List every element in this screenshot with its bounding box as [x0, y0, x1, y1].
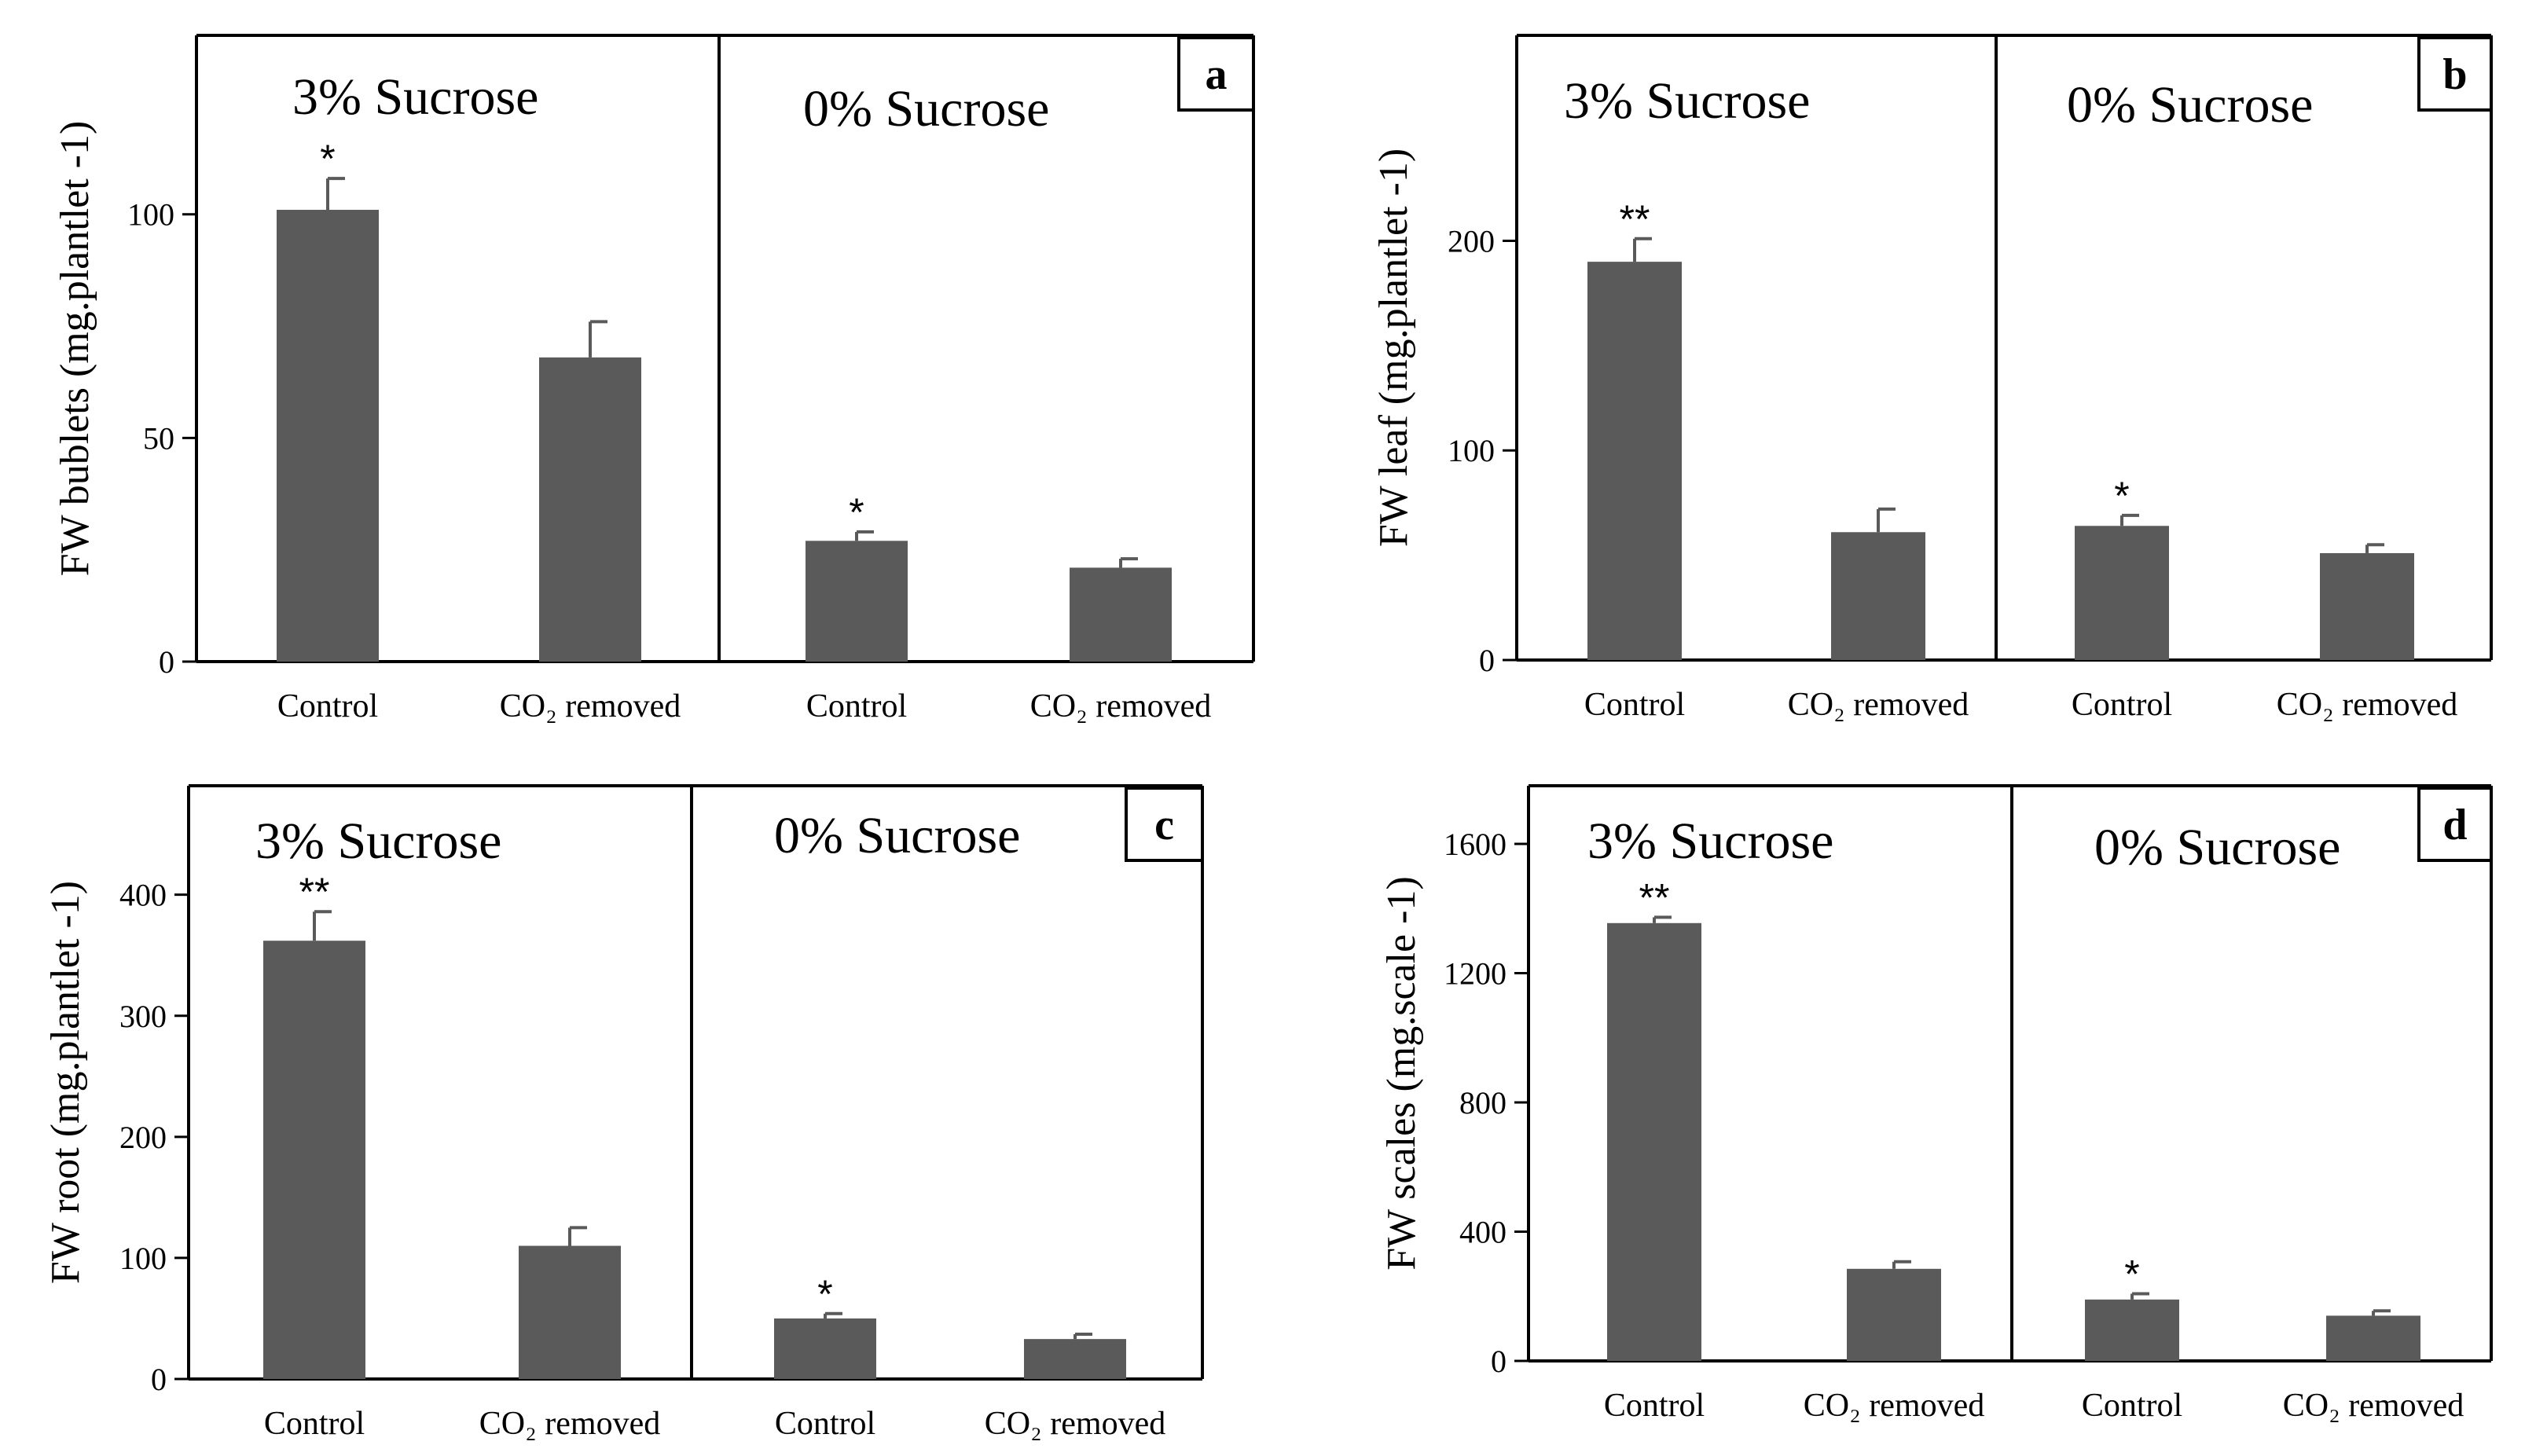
- y-tick-label: 1600: [1444, 827, 1507, 862]
- y-tick-label: 200: [1448, 223, 1495, 259]
- bar: [1831, 532, 1925, 660]
- section-label: 3% Sucrose: [255, 812, 501, 870]
- y-tick-label: 0: [151, 1362, 167, 1397]
- panel-letter: a: [1206, 50, 1228, 99]
- bar: [277, 210, 379, 662]
- bar: [539, 357, 641, 662]
- y-axis-title: FW bublets (mg.plantlet -1): [53, 121, 97, 577]
- bar: [1587, 262, 1682, 660]
- x-tick-label: Control: [277, 688, 378, 724]
- bar: [2320, 552, 2414, 660]
- bar: [806, 541, 908, 662]
- section-label: 0% Sucrose: [2067, 76, 2313, 134]
- panel-letter-box: [2417, 787, 2493, 862]
- significance-marker: **: [1620, 197, 1650, 241]
- bar: [1847, 1268, 1941, 1361]
- panel-d: 0 400 800 1200 1600 FW scales (mg.scale -1) 3%…: [1379, 784, 2493, 1424]
- x-tick-label: CO₂ removed: [1804, 1388, 1984, 1424]
- panel-letter: c: [1154, 801, 1174, 849]
- section-label: 3% Sucrose: [1587, 812, 1833, 870]
- bar: [1070, 567, 1172, 662]
- panel-letter-box: [2417, 36, 2493, 112]
- y-tick-label: 0: [1491, 1344, 1507, 1379]
- bar: [2085, 1299, 2179, 1361]
- x-tick-label: Control: [1604, 1388, 1705, 1424]
- significance-marker: *: [320, 137, 335, 181]
- y-tick-label: 0: [1479, 643, 1495, 678]
- y-axis-title: FW leaf (mg.plantlet -1): [1371, 149, 1416, 547]
- section-label: 0% Sucrose: [774, 807, 1020, 864]
- y-tick-label: 100: [127, 197, 174, 233]
- y-tick-label: 0: [159, 644, 174, 680]
- y-tick-label: 400: [1459, 1215, 1507, 1250]
- x-tick-label: CO₂ removed: [1030, 688, 1211, 724]
- y-tick-label: 200: [119, 1120, 167, 1155]
- x-tick-label: CO₂ removed: [1788, 687, 1969, 723]
- bar: [1607, 922, 1701, 1361]
- x-tick-label: Control: [775, 1406, 875, 1442]
- x-tick-label: Control: [2082, 1388, 2182, 1424]
- bar: [2075, 526, 2169, 660]
- bar: [519, 1245, 621, 1379]
- significance-marker: *: [2124, 1252, 2139, 1296]
- panel-letter: b: [2442, 50, 2467, 99]
- y-tick-label: 400: [119, 878, 167, 913]
- x-tick-label: CO₂ removed: [500, 688, 681, 724]
- panel-letter-box: [1125, 787, 1204, 862]
- y-tick-label: 100: [1448, 433, 1495, 468]
- panel-letter: d: [2442, 801, 2467, 849]
- bar: [774, 1318, 876, 1379]
- y-tick-label: 100: [119, 1241, 167, 1276]
- section-label: 0% Sucrose: [803, 80, 1049, 138]
- y-tick-label: 1200: [1444, 956, 1507, 992]
- significance-marker: *: [2114, 474, 2129, 518]
- bar: [2326, 1315, 2420, 1361]
- section-label: 3% Sucrose: [292, 68, 538, 126]
- x-tick-label: Control: [2072, 687, 2172, 723]
- panel-a: 0 50 100 FW bublets (mg.plantlet -1) 3% Sucr…: [53, 34, 1255, 724]
- y-tick-label: 50: [143, 420, 174, 456]
- significance-marker: *: [849, 490, 864, 534]
- panel-c: 0 100 200 300 400 FW root (mg.plantlet -1) 3% …: [43, 784, 1204, 1442]
- panel-b: 0 100 200 FW leaf (mg.plantlet -1) 3% Sucros…: [1371, 34, 2493, 723]
- y-tick-label: 300: [119, 999, 167, 1034]
- y-axis-title: FW scales (mg.scale -1): [1379, 876, 1424, 1271]
- x-tick-label: Control: [1584, 687, 1685, 723]
- x-tick-label: CO₂ removed: [2277, 687, 2457, 723]
- section-label: 3% Sucrose: [1564, 72, 1810, 130]
- section-label: 0% Sucrose: [2094, 819, 2340, 876]
- x-tick-label: Control: [264, 1406, 365, 1442]
- x-tick-label: CO₂ removed: [479, 1406, 660, 1442]
- x-tick-label: Control: [806, 688, 907, 724]
- bar: [1024, 1339, 1126, 1379]
- significance-marker: *: [817, 1272, 832, 1316]
- x-tick-label: CO₂ removed: [985, 1406, 1165, 1442]
- y-axis-title: FW root (mg.plantlet -1): [43, 881, 88, 1284]
- bar: [263, 941, 365, 1379]
- y-tick-label: 800: [1459, 1085, 1507, 1120]
- significance-marker: **: [299, 870, 330, 914]
- panel-letter-box: [1177, 36, 1255, 112]
- significance-marker: **: [1639, 875, 1670, 919]
- x-tick-label: CO₂ removed: [2283, 1388, 2464, 1424]
